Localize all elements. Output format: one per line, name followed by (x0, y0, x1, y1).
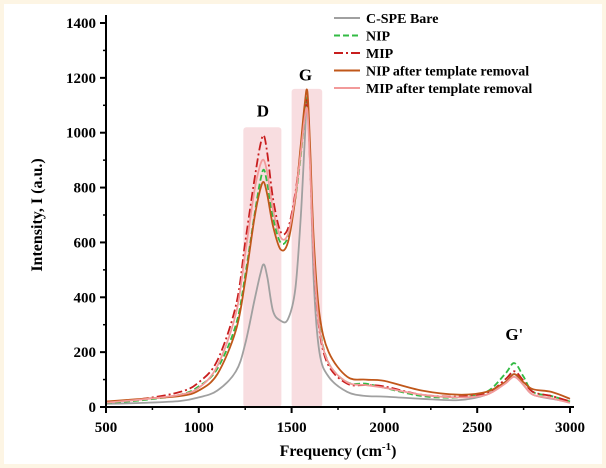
y-axis-title: Intensity, I (a.u.) (29, 158, 46, 271)
series-line-5 (105, 106, 571, 404)
x-tick-label: 2000 (369, 420, 399, 436)
y-tick-label: 800 (74, 181, 97, 197)
y-tick-label: 200 (74, 345, 97, 361)
chart-frame: 500 1000 1500 2000 2500 3000 0 200 400 600 800 1000… (4, 4, 602, 464)
series-line-1 (105, 96, 571, 405)
x-tick-label: 1500 (277, 420, 307, 436)
y-tick-label: 1000 (66, 126, 96, 142)
y-tick-label: 0 (89, 400, 97, 416)
x-tick-label: 1000 (184, 420, 214, 436)
raman-spectrum-chart: 500 1000 1500 2000 2500 3000 0 200 400 600 800 1000… (29, 12, 585, 460)
x-tick-label: 2500 (462, 420, 492, 436)
legend-label-1: C-SPE Bare (366, 12, 438, 27)
y-tick-label: 400 (74, 290, 97, 306)
highlight-band-2 (291, 88, 323, 407)
legend-label-5: MIP after template removal (366, 82, 532, 97)
legend-label-4: NIP after template removal (366, 65, 529, 80)
peak-label-1: D (257, 101, 269, 120)
series-line-3 (105, 99, 571, 403)
y-tick-label: 600 (74, 235, 97, 251)
x-tick-label: 500 (95, 420, 118, 436)
x-axis-title: Frequency (cm-1) (280, 441, 397, 460)
x-tick-label: 3000 (555, 420, 585, 436)
y-tick-label: 1200 (66, 71, 96, 87)
y-tick-label: 1400 (66, 16, 96, 32)
series-line-4 (105, 88, 571, 403)
peak-label-2: G (299, 66, 312, 85)
legend-label-2: NIP (366, 30, 391, 45)
legend-label-3: MIP (366, 47, 394, 62)
peak-label-3: G' (505, 325, 523, 344)
series-line-2 (105, 97, 571, 404)
